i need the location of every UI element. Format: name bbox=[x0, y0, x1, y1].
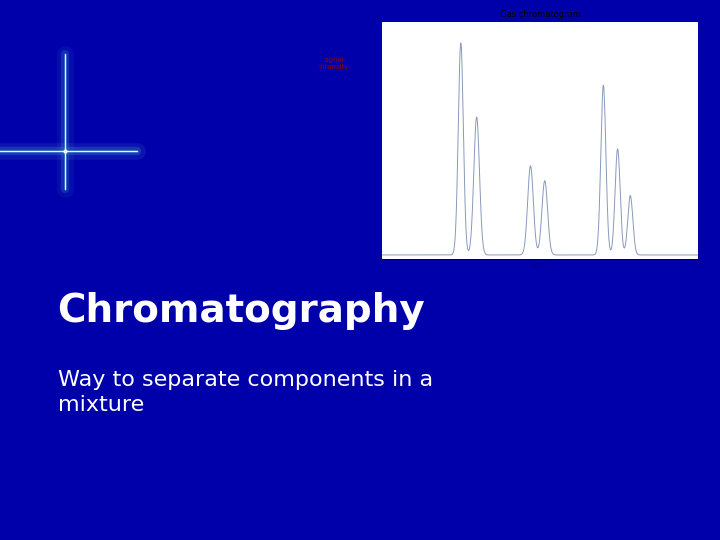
Text: Way to separate components in a
mixture: Way to separate components in a mixture bbox=[58, 370, 433, 415]
Title: Gas chromatogram: Gas chromatogram bbox=[500, 10, 580, 19]
Y-axis label: signal
intensity: signal intensity bbox=[319, 57, 349, 70]
Text: Chromatography: Chromatography bbox=[58, 292, 426, 329]
X-axis label: time: time bbox=[532, 262, 548, 268]
